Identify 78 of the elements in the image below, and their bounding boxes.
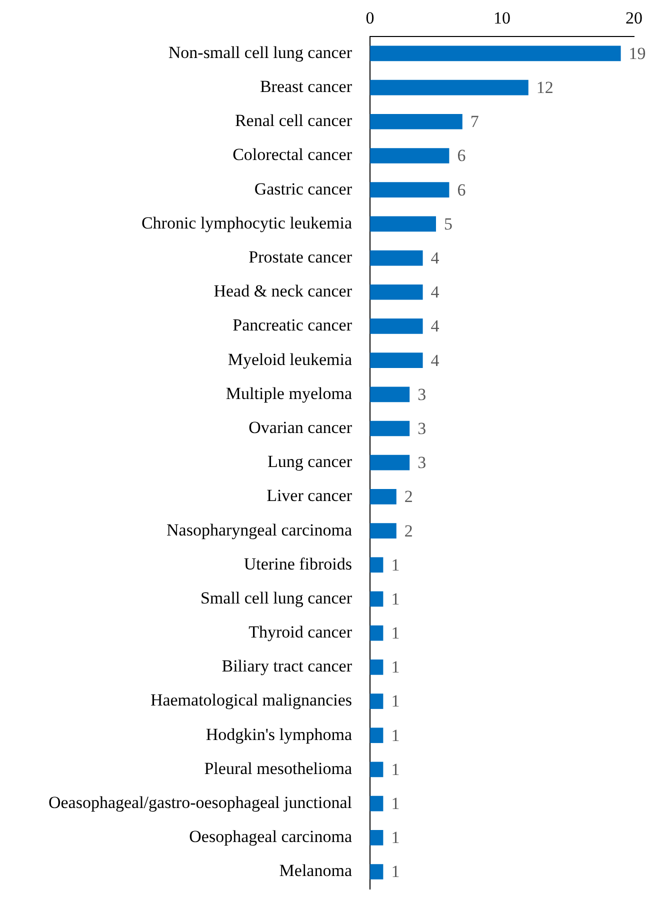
data-label: 1	[391, 555, 400, 574]
data-label: 1	[391, 828, 400, 848]
y-tick-label: Pancreatic cancer	[232, 316, 352, 335]
data-label: 4	[430, 350, 440, 370]
bar	[370, 454, 410, 470]
data-label: 1	[391, 726, 400, 745]
data-label: 4	[430, 282, 440, 302]
bar	[370, 250, 423, 266]
y-tick-label: Biliary tract cancer	[222, 656, 352, 676]
data-label: 1	[391, 589, 400, 608]
data-label: 1	[391, 760, 400, 779]
y-tick-label: Melanoma	[279, 861, 352, 880]
bar	[370, 489, 396, 504]
bar	[370, 625, 384, 641]
bar	[370, 352, 423, 368]
bar	[370, 591, 384, 607]
x-tick-label: 20	[626, 8, 642, 28]
data-label: 2	[404, 521, 413, 540]
bar	[370, 80, 528, 96]
y-tick-label: Oeasophageal/gastro-oesophageal junctional	[48, 793, 352, 812]
y-tick-label: Myeloid leukemia	[228, 350, 352, 369]
bar	[370, 386, 410, 402]
y-tick-label: Non-small cell lung cancer	[168, 42, 352, 62]
data-label: 3	[418, 453, 426, 472]
bar	[370, 216, 436, 232]
y-tick-label: Head & neck cancer	[214, 282, 352, 301]
bar	[370, 728, 384, 744]
x-tick-label: 0	[366, 8, 374, 28]
bar	[370, 864, 384, 880]
data-label: 5	[444, 214, 452, 234]
bar	[370, 114, 462, 130]
y-tick-label: Breast cancer	[260, 77, 352, 96]
data-label: 4	[430, 316, 440, 336]
bar	[370, 762, 384, 778]
bar	[370, 148, 450, 164]
y-tick-label: Multiple myeloma	[226, 384, 352, 403]
data-label: 2	[404, 487, 413, 506]
y-tick-label: Ovarian cancer	[248, 418, 352, 437]
bar	[370, 284, 423, 300]
data-label: 7	[470, 112, 480, 132]
y-tick-label: Liver cancer	[266, 486, 352, 506]
data-label: 19	[628, 44, 646, 63]
bar	[370, 182, 450, 198]
data-label: 1	[391, 862, 400, 882]
y-tick-label: Small cell lung cancer	[200, 588, 352, 608]
bar	[370, 523, 396, 538]
data-label: 6	[457, 180, 466, 200]
data-label: 3	[418, 384, 426, 404]
y-tick-label: Gastric cancer	[254, 179, 352, 198]
bar	[370, 694, 384, 709]
y-tick-label: Renal cell cancer	[234, 111, 352, 130]
data-label: 1	[391, 692, 400, 711]
bar	[370, 660, 384, 675]
data-label: 6	[457, 146, 466, 166]
y-tick-label: Colorectal cancer	[232, 145, 352, 164]
bar	[370, 796, 384, 812]
y-tick-label: Uterine fibroids	[244, 554, 352, 574]
y-tick-label: Oesophageal carcinoma	[189, 827, 352, 846]
data-label: 4	[430, 248, 440, 268]
y-tick-label: Pleural mesothelioma	[204, 758, 352, 778]
data-label: 1	[391, 624, 400, 643]
y-tick-label: Nasopharyngeal carcinoma	[166, 520, 352, 540]
y-tick-label: Haematological malignancies	[150, 690, 352, 710]
data-label: 12	[536, 78, 554, 98]
y-tick-label: Thyroid cancer	[248, 622, 352, 642]
data-label: 1	[391, 794, 400, 814]
y-tick-label: Hodgkin's lymphoma	[206, 724, 352, 744]
data-label: 1	[391, 658, 400, 677]
y-tick-label: Lung cancer	[268, 452, 352, 472]
y-tick-label: Chronic lymphocytic leukemia	[141, 213, 352, 232]
bar	[370, 557, 384, 573]
y-tick-label: Prostate cancer	[248, 247, 352, 266]
bar	[370, 46, 621, 62]
bar	[370, 830, 384, 846]
x-tick-label: 10	[494, 8, 510, 28]
bar	[370, 318, 423, 334]
bar	[370, 420, 410, 436]
data-label: 3	[418, 418, 426, 438]
